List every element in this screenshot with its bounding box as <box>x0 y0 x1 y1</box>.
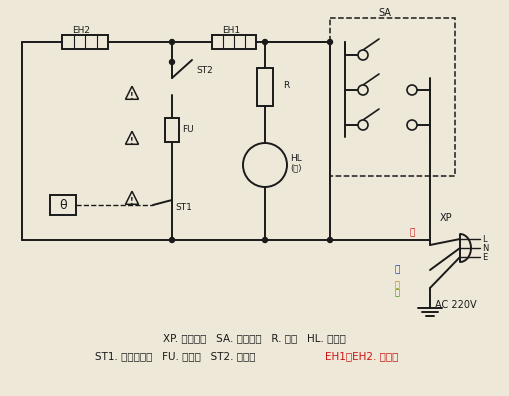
Text: !: ! <box>130 137 134 145</box>
Text: XP: XP <box>440 213 453 223</box>
Circle shape <box>358 50 368 60</box>
Circle shape <box>169 59 175 65</box>
Text: HL: HL <box>290 154 302 162</box>
Circle shape <box>358 85 368 95</box>
Circle shape <box>327 40 332 44</box>
Circle shape <box>358 120 368 130</box>
Bar <box>257 68 273 106</box>
Text: SA: SA <box>378 8 391 18</box>
Text: θ: θ <box>59 198 67 211</box>
Circle shape <box>169 238 175 242</box>
Text: E: E <box>482 253 487 261</box>
Text: 红: 红 <box>410 228 415 238</box>
Bar <box>62 35 108 49</box>
Text: FU: FU <box>182 126 193 135</box>
Text: 绿: 绿 <box>395 289 400 297</box>
Circle shape <box>243 143 287 187</box>
Circle shape <box>263 238 268 242</box>
Text: !: ! <box>130 91 134 101</box>
Text: AC 220V: AC 220V <box>435 300 476 310</box>
Text: 黄: 黄 <box>395 280 400 289</box>
Bar <box>330 18 455 176</box>
Text: ST2: ST2 <box>196 65 213 74</box>
Text: EH2: EH2 <box>72 25 90 34</box>
Bar <box>50 195 76 215</box>
Text: ST1: ST1 <box>175 202 192 211</box>
Text: N: N <box>482 244 488 253</box>
Text: L: L <box>482 234 487 244</box>
Text: EH1，EH2. 发热器: EH1，EH2. 发热器 <box>325 351 399 361</box>
Text: 蓝: 蓝 <box>395 265 401 274</box>
Bar <box>165 118 179 142</box>
Text: ST1. 调温温控器   FU. 熔断器   ST2. 温控器: ST1. 调温温控器 FU. 熔断器 ST2. 温控器 <box>95 351 265 361</box>
Circle shape <box>263 40 268 44</box>
Text: XP. 电源插头   SA. 功率开关   R. 电阴   HL. 指示灯: XP. 电源插头 SA. 功率开关 R. 电阴 HL. 指示灯 <box>162 333 346 343</box>
Bar <box>212 35 256 49</box>
Circle shape <box>407 120 417 130</box>
Circle shape <box>169 40 175 44</box>
Text: !: ! <box>130 196 134 206</box>
Text: EH1: EH1 <box>222 25 240 34</box>
Circle shape <box>327 238 332 242</box>
Circle shape <box>407 85 417 95</box>
Text: (红): (红) <box>290 164 301 173</box>
Text: R: R <box>283 80 289 89</box>
